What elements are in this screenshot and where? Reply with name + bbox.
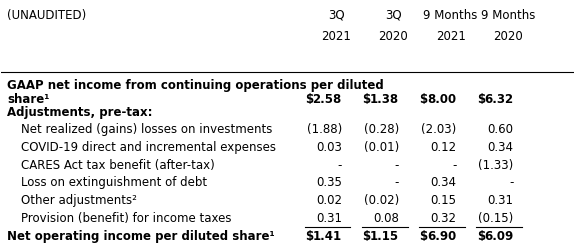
Text: GAAP net income from continuing operations per diluted: GAAP net income from continuing operatio… bbox=[7, 79, 384, 92]
Text: Provision (benefit) for income taxes: Provision (benefit) for income taxes bbox=[21, 212, 232, 225]
Text: (2.03): (2.03) bbox=[421, 123, 457, 136]
Text: 0.34: 0.34 bbox=[430, 176, 457, 189]
Text: $: $ bbox=[362, 229, 370, 243]
Text: 0.34: 0.34 bbox=[488, 141, 513, 154]
Text: 0.35: 0.35 bbox=[316, 176, 342, 189]
Text: 0.31: 0.31 bbox=[316, 212, 342, 225]
Text: 2021: 2021 bbox=[436, 30, 466, 43]
Text: Net realized (gains) losses on investments: Net realized (gains) losses on investmen… bbox=[21, 123, 273, 136]
Text: -: - bbox=[509, 176, 513, 189]
Text: 9 Months: 9 Months bbox=[423, 9, 478, 22]
Text: 3Q: 3Q bbox=[328, 9, 344, 22]
Text: Net operating income per diluted share¹: Net operating income per diluted share¹ bbox=[7, 229, 275, 243]
Text: 0.12: 0.12 bbox=[430, 141, 457, 154]
Text: (UNAUDITED): (UNAUDITED) bbox=[7, 9, 86, 22]
Text: 8.00: 8.00 bbox=[427, 93, 457, 106]
Text: 0.60: 0.60 bbox=[488, 123, 513, 136]
Text: -: - bbox=[452, 159, 457, 172]
Text: 0.08: 0.08 bbox=[373, 212, 399, 225]
Text: Other adjustments²: Other adjustments² bbox=[21, 194, 137, 207]
Text: 1.38: 1.38 bbox=[370, 93, 399, 106]
Text: 0.31: 0.31 bbox=[488, 194, 513, 207]
Text: (0.02): (0.02) bbox=[364, 194, 399, 207]
Text: 2020: 2020 bbox=[493, 30, 523, 43]
Text: 6.09: 6.09 bbox=[484, 229, 513, 243]
Text: $: $ bbox=[477, 93, 485, 106]
Text: COVID-19 direct and incremental expenses: COVID-19 direct and incremental expenses bbox=[21, 141, 277, 154]
Text: Adjustments, pre-tax:: Adjustments, pre-tax: bbox=[7, 106, 152, 119]
Text: 2020: 2020 bbox=[378, 30, 408, 43]
Text: -: - bbox=[394, 176, 399, 189]
Text: $: $ bbox=[362, 93, 370, 106]
Text: 0.15: 0.15 bbox=[430, 194, 457, 207]
Text: -: - bbox=[338, 159, 342, 172]
Text: 3Q: 3Q bbox=[385, 9, 402, 22]
Text: Loss on extinguishment of debt: Loss on extinguishment of debt bbox=[21, 176, 208, 189]
Text: $: $ bbox=[305, 93, 313, 106]
Text: share¹: share¹ bbox=[7, 93, 49, 106]
Text: $: $ bbox=[420, 229, 428, 243]
Text: 2021: 2021 bbox=[321, 30, 351, 43]
Text: 2.58: 2.58 bbox=[313, 93, 342, 106]
Text: 0.03: 0.03 bbox=[316, 141, 342, 154]
Text: $: $ bbox=[477, 229, 485, 243]
Text: (1.33): (1.33) bbox=[478, 159, 513, 172]
Text: 6.32: 6.32 bbox=[484, 93, 513, 106]
Text: CARES Act tax benefit (after-tax): CARES Act tax benefit (after-tax) bbox=[21, 159, 215, 172]
Text: $: $ bbox=[305, 229, 313, 243]
Text: 1.41: 1.41 bbox=[313, 229, 342, 243]
Text: 1.15: 1.15 bbox=[370, 229, 399, 243]
Text: 0.02: 0.02 bbox=[316, 194, 342, 207]
Text: (0.15): (0.15) bbox=[478, 212, 513, 225]
Text: 0.32: 0.32 bbox=[430, 212, 457, 225]
Text: -: - bbox=[394, 159, 399, 172]
Text: 6.90: 6.90 bbox=[427, 229, 457, 243]
Text: $: $ bbox=[420, 93, 428, 106]
Text: (1.88): (1.88) bbox=[306, 123, 342, 136]
Text: (0.01): (0.01) bbox=[364, 141, 399, 154]
Text: (0.28): (0.28) bbox=[364, 123, 399, 136]
Text: 9 Months: 9 Months bbox=[481, 9, 535, 22]
